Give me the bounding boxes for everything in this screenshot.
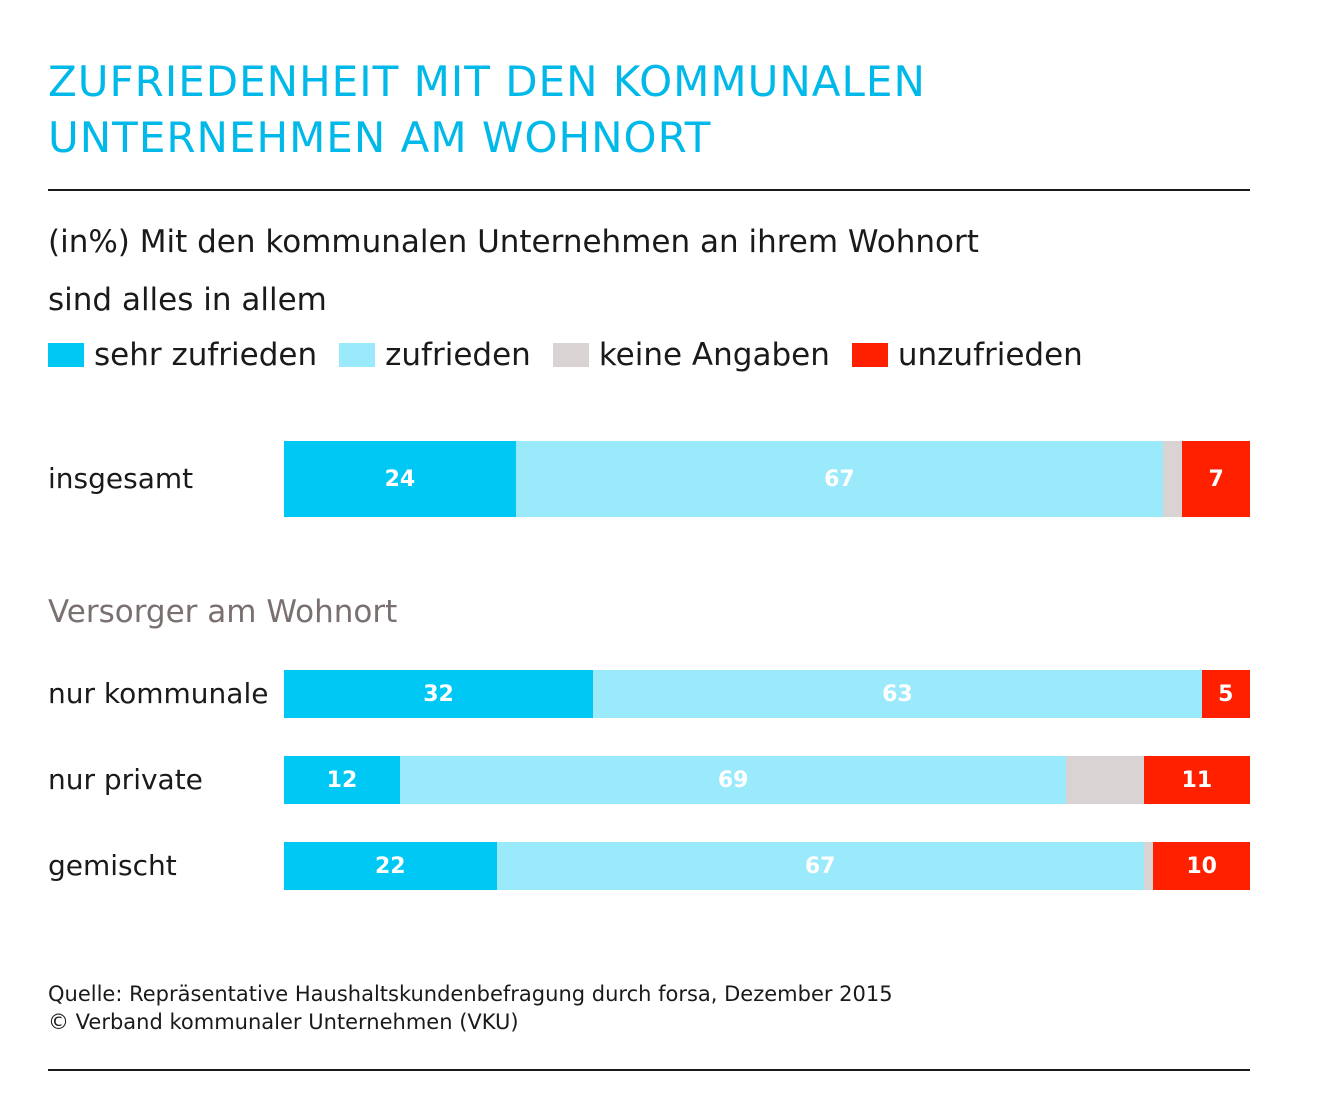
chart-title-line-1: ZUFRIEDENHEIT MIT DEN KOMMUNALEN <box>48 57 926 106</box>
subtitle-line-1: (in%) Mit den kommunalen Unternehmen an … <box>48 224 979 260</box>
legend-item-2: keine Angaben <box>552 334 830 376</box>
legend-item-3: unzufrieden <box>851 334 1083 376</box>
data-label-1-1: 63 <box>882 681 913 707</box>
chart-title: ZUFRIEDENHEIT MIT DEN KOMMUNALEN UNTERNE… <box>48 54 1248 166</box>
chart-title-line-2: UNTERNEHMEN AM WOHNORT <box>48 113 712 162</box>
stacked-bar-1: 32 63 5 <box>284 670 1250 718</box>
legend-swatch-3 <box>851 343 888 367</box>
category-label-2: nur private <box>48 763 203 796</box>
source-line-1: Quelle: Repräsentative Haushaltskundenbe… <box>48 982 893 1006</box>
bar-segment-0-3: 7 <box>1182 441 1250 517</box>
bar-segment-3-1: 67 <box>496 842 1144 890</box>
bar-segment-3-3: 10 <box>1153 842 1250 890</box>
stacked-bar-2: 12 69 11 <box>284 756 1250 804</box>
data-label-3-3: 10 <box>1186 853 1217 879</box>
data-label-3-0: 22 <box>374 853 406 879</box>
data-label-1-0: 32 <box>423 681 454 707</box>
bar-segment-0-1: 67 <box>515 441 1164 517</box>
bar-segment-2-1: 69 <box>399 756 1067 804</box>
legend-swatch-2 <box>552 343 589 367</box>
section-label: Versorger am Wohnort <box>48 594 398 630</box>
data-label-2-3: 11 <box>1181 767 1213 793</box>
bar-segment-2-0: 12 <box>284 756 400 804</box>
legend-swatch-0 <box>48 343 84 367</box>
source-note: Quelle: Repräsentative Haushaltskundenbe… <box>48 980 893 1036</box>
legend-label-3: unzufrieden <box>897 337 1083 373</box>
source-line-2: © Verband kommunaler Unternehmen (VKU) <box>48 1010 519 1034</box>
bar-segment-0-2 <box>1163 441 1183 517</box>
bar-segment-1-0: 32 <box>284 670 594 718</box>
category-label-1: nur kommunale <box>48 677 269 710</box>
stacked-bar-3: 22 67 10 <box>284 842 1250 890</box>
legend-label-1: zufrieden <box>385 337 531 373</box>
legend-item-0: sehr zufrieden <box>48 334 317 376</box>
chart-subtitle: (in%) Mit den kommunalen Unternehmen an … <box>48 213 1248 329</box>
subtitle-line-2: sind alles in allem <box>48 282 327 318</box>
legend-item-1: zufrieden <box>339 334 531 376</box>
data-label-0-0: 24 <box>384 466 416 492</box>
data-label-0-3: 7 <box>1208 466 1224 492</box>
bar-segment-3-2 <box>1143 842 1154 890</box>
data-label-2-0: 12 <box>326 767 358 793</box>
legend-swatch-1 <box>339 343 376 367</box>
bar-segment-1-1: 63 <box>593 670 1202 718</box>
top-divider <box>48 189 1250 191</box>
data-label-3-1: 67 <box>804 853 836 879</box>
bar-segment-0-0: 24 <box>284 441 516 517</box>
legend-label-2: keine Angaben <box>598 337 830 373</box>
data-label-1-3: 5 <box>1218 681 1234 707</box>
legend-label-0: sehr zufrieden <box>94 337 318 373</box>
data-label-0-1: 67 <box>824 466 855 492</box>
bar-segment-2-2 <box>1066 756 1144 804</box>
stacked-bar-0: 24 67 7 <box>284 441 1250 517</box>
category-label-3: gemischt <box>48 849 177 882</box>
legend: sehr zufrieden zufrieden keine Angaben unzu… <box>48 334 1105 376</box>
bottom-divider <box>48 1069 1250 1071</box>
bar-segment-1-3: 5 <box>1201 670 1250 718</box>
category-label-0: insgesamt <box>48 462 194 495</box>
bar-segment-2-3: 11 <box>1143 756 1250 804</box>
data-label-2-1: 69 <box>717 767 749 793</box>
bar-segment-3-0: 22 <box>284 842 497 890</box>
